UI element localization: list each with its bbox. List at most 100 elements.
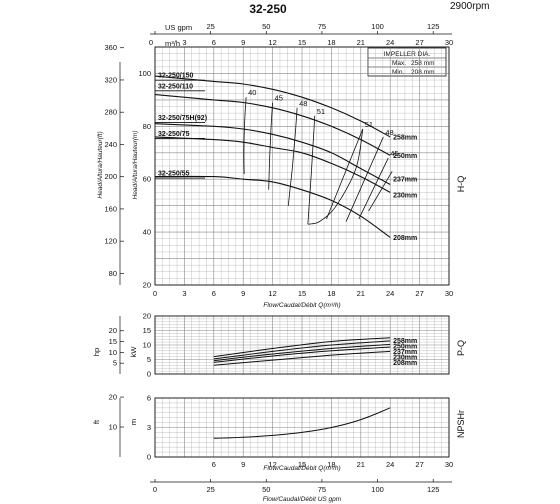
npsh-m-tick-label: 6	[147, 394, 151, 403]
bottom-usgpm-tick-label: 75	[318, 485, 326, 494]
pq-hp-tick-label: 15	[109, 337, 117, 346]
hq-m-tick-label: 60	[143, 175, 151, 184]
pq-curve-208mm	[213, 350, 391, 366]
hq-ft-tick-label: 360	[104, 43, 117, 52]
pq-kw-tick-label: 5	[147, 355, 151, 364]
pq-curve-label: 208mm	[393, 360, 417, 367]
hq-ft-tick-label: 160	[104, 204, 117, 213]
pq-ylabel-kw: kW	[129, 346, 138, 358]
npsh-ft-tick-label: 20	[109, 393, 117, 402]
pq-frame	[154, 315, 450, 375]
hq-model-label: 32-250/75	[158, 131, 190, 138]
pq-curve-label: 237mm	[393, 349, 417, 356]
efficiency-label: 45	[275, 94, 283, 103]
hq-model-label: 32-250/55	[158, 171, 190, 178]
top-m3h-tick-label: 21	[357, 38, 365, 47]
hq-curve-label: 208mm	[393, 235, 417, 242]
efficiency-label: 48	[385, 128, 393, 137]
pq-curve-label: 230mm	[393, 355, 417, 362]
impeller-max-label: Max.	[392, 60, 406, 67]
top-usgpm-tick-label: 50	[262, 22, 270, 31]
pq-hp-tick-label: 10	[109, 348, 117, 357]
hq-m-tick-label: 40	[143, 228, 151, 237]
hq-x-tick-label: 15	[298, 289, 306, 298]
top-m3h-tick-label: 30	[445, 38, 453, 47]
hq-xlabel: Flow/Caudal/Débit Q(m³/h)	[263, 302, 340, 309]
top-m3h-tick-label: 27	[415, 38, 423, 47]
efficiency-label: 48	[299, 99, 307, 108]
top-m3h-tick-label: 18	[327, 38, 335, 47]
npsh-ylabel-ft: ft	[92, 419, 101, 424]
rpm-label: 2900rpm	[450, 1, 489, 12]
hq-curve-label: 230mm	[393, 193, 417, 200]
hq-x-tick-label: 24	[386, 289, 394, 298]
top-m3h-tick-label: 0	[149, 38, 153, 47]
hq-curve-label: 237mm	[393, 177, 417, 184]
pq-hp-tick-label: 20	[109, 326, 117, 335]
hq-model-label: 32-250/110	[158, 83, 193, 90]
efficiency-isoline	[268, 102, 273, 190]
pq-curve-237mm	[213, 343, 391, 362]
npsh-x-tick-label: 9	[241, 460, 245, 469]
hq-m-tick-label: 20	[143, 281, 151, 290]
pq-kw-tick-label: 0	[147, 370, 151, 379]
hq-curve-237mm	[154, 123, 391, 185]
hq-x-tick-label: 27	[415, 289, 423, 298]
top-usgpm-tick-label: 125	[427, 22, 440, 31]
top-usgpm-axis-label: US gpm	[165, 23, 192, 32]
npsh-x-tick-label: 24	[386, 460, 394, 469]
impeller-box-title: IMPELLER DIA.	[384, 51, 431, 58]
efficiency-envelope	[307, 128, 364, 225]
hq-x-tick-label: 30	[445, 289, 453, 298]
npsh-x-tick-label: 21	[357, 460, 365, 469]
top-m3h-tick-label: 12	[268, 38, 276, 47]
hq-ft-tick-label: 120	[104, 237, 117, 246]
bottom-usgpm-tick-label: 100	[371, 485, 384, 494]
hq-x-tick-label: 3	[182, 289, 186, 298]
pq-side-label: P-Q	[456, 340, 466, 356]
bottom-usgpm-tick-label: 25	[206, 485, 214, 494]
npsh-m-tick-label: 3	[147, 423, 151, 432]
bottom-usgpm-tick-label: 0	[153, 485, 157, 494]
hq-ft-tick-label: 240	[104, 140, 117, 149]
efficiency-isoline	[307, 115, 316, 225]
bottom-usgpm-tick-label: 125	[427, 485, 440, 494]
hq-ft-tick-label: 80	[109, 269, 117, 278]
hq-x-tick-label: 18	[327, 289, 335, 298]
top-m3h-tick-label: 3	[182, 38, 186, 47]
hq-x-tick-label: 21	[357, 289, 365, 298]
hq-curve-258mm	[154, 75, 391, 138]
npsh-ylabel-m: m	[129, 419, 138, 425]
efficiency-isoline	[368, 171, 393, 212]
hq-curve-208mm	[154, 175, 391, 238]
hq-x-tick-label: 6	[212, 289, 216, 298]
efficiency-label: 51	[317, 107, 325, 116]
hq-x-tick-label: 9	[241, 289, 245, 298]
pq-hp-tick-label: 5	[113, 359, 117, 368]
efficiency-label: 51	[365, 120, 373, 129]
pq-kw-tick-label: 10	[143, 341, 151, 350]
efficiency-isoline	[243, 97, 247, 174]
pq-curve-label: 250mm	[393, 344, 417, 351]
top-usgpm-tick-label: 25	[206, 22, 214, 31]
pq-curve-230mm	[213, 346, 391, 363]
npsh-x-tick-label: 15	[298, 460, 306, 469]
impeller-max-value: 258 mm	[411, 60, 434, 67]
npsh-ft-tick-label: 10	[109, 423, 117, 432]
hq-model-label: 32-250/150	[158, 73, 194, 80]
top-m3h-tick-label: 15	[298, 38, 306, 47]
top-m3h-axis-label: m³/h	[165, 39, 180, 48]
npsh-frame	[154, 397, 450, 458]
efficiency-isoline	[287, 107, 298, 206]
efficiency-isoline	[345, 136, 384, 222]
hq-curve-250mm	[154, 94, 391, 156]
npsh-x-tick-label: 27	[415, 460, 423, 469]
npsh-side-label: NPSHr	[456, 410, 466, 438]
hq-side-label: H-Q	[456, 176, 466, 193]
npsh-x-tick-label: 18	[327, 460, 335, 469]
top-m3h-tick-label: 24	[386, 38, 394, 47]
npsh-x-tick-label: 30	[445, 460, 453, 469]
hq-curve-label: 250mm	[393, 153, 417, 160]
hq-ft-tick-label: 200	[104, 172, 117, 181]
